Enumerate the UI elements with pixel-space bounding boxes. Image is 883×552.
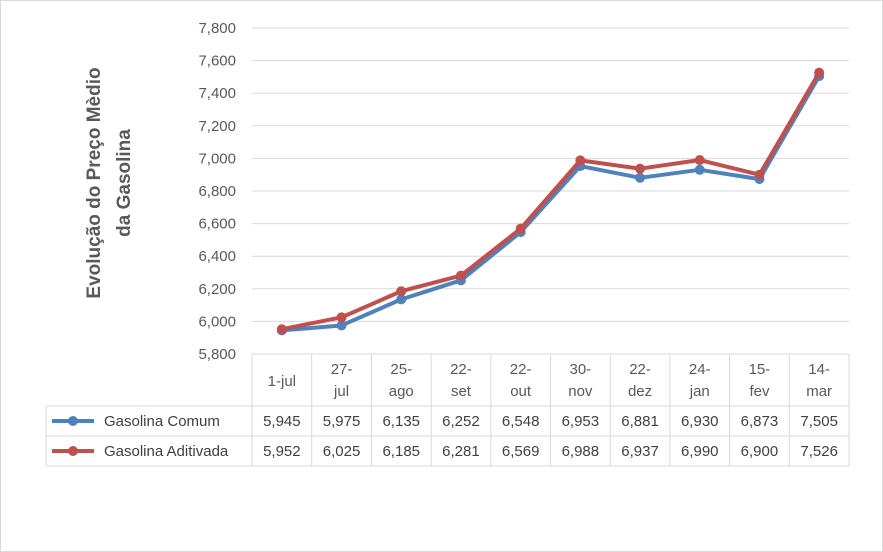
table-cell-value: 6,900 <box>741 443 779 460</box>
data-point <box>396 294 407 305</box>
table-cell-value: 6,930 <box>681 413 719 430</box>
x-tick-label: 30- nov <box>568 361 593 400</box>
series-line <box>281 71 821 332</box>
table-cell-value: 6,252 <box>442 413 480 430</box>
data-point <box>276 324 287 335</box>
y-tick-label: 6,000 <box>198 313 236 330</box>
table-cell-value: 6,988 <box>562 443 600 460</box>
x-tick-label: 22- dez <box>628 361 652 400</box>
data-table: 1-jul 27- jul 25- ago 22- set 22- out 30- nov 22- de… <box>45 353 850 467</box>
y-tick-label: 7,600 <box>198 53 236 70</box>
y-tick-label: 6,200 <box>198 281 236 298</box>
data-point <box>635 172 646 183</box>
x-tick-label: 22- set <box>450 361 472 400</box>
y-tick-label: 7,200 <box>198 118 236 135</box>
table-cell-value: 5,975 <box>323 413 361 430</box>
table-cell-value: 6,881 <box>621 413 659 430</box>
x-tick-label-line: 22- <box>629 361 651 378</box>
x-tick-label-line: jul <box>333 383 349 400</box>
x-tick-label: 22- out <box>510 361 532 400</box>
y-axis-label-line: da Gasolina <box>114 129 135 237</box>
x-tick-label-line: out <box>510 383 532 400</box>
legend-entry: Gasolina Aditivada <box>104 443 229 460</box>
x-tick-label: 15- fev <box>749 361 771 400</box>
x-tick-label-line: fev <box>749 383 770 400</box>
gridlines <box>252 27 849 355</box>
x-tick-label-line: 25- <box>390 361 412 378</box>
x-tick-label-line: mar <box>806 383 832 400</box>
x-tick-label: 25- ago <box>389 361 414 400</box>
table-cell-value: 7,505 <box>800 413 838 430</box>
x-tick-label: 24- jan <box>689 361 711 400</box>
y-tick-label: 7,400 <box>198 85 236 102</box>
y-tick-label: 6,600 <box>198 216 236 233</box>
x-tick-label-line: 27- <box>331 361 353 378</box>
x-tick-label-line: nov <box>568 383 593 400</box>
y-axis-ticks: 5,800 6,000 6,200 6,400 6,600 6,800 7,000 7,200… <box>198 20 236 363</box>
x-tick-label-line: jan <box>689 383 710 400</box>
table-cell-value: 6,185 <box>382 443 420 460</box>
data-point <box>635 163 646 174</box>
legend-key-marker <box>68 416 78 426</box>
x-tick-label-line: 22- <box>510 361 532 378</box>
x-tick-label: 1-jul <box>268 373 296 390</box>
series-lines <box>276 67 825 336</box>
table-cell-value: 6,873 <box>741 413 779 430</box>
data-point <box>336 312 347 323</box>
table-cell-value: 6,135 <box>382 413 420 430</box>
y-tick-label: 6,400 <box>198 248 236 265</box>
data-point <box>396 286 407 297</box>
table-cell-value: 7,526 <box>800 443 838 460</box>
x-tick-label-line: set <box>451 383 472 400</box>
table-cell-value: 6,990 <box>681 443 719 460</box>
table-cell-value: 6,025 <box>323 443 361 460</box>
x-tick-label: 27- jul <box>331 361 353 400</box>
x-tick-label-line: 22- <box>450 361 472 378</box>
y-tick-label: 7,000 <box>198 150 236 167</box>
y-axis-label: Evolução do Preço Mèdio da Gasolina <box>84 67 135 298</box>
x-tick-label: 14- mar <box>806 361 832 400</box>
data-point <box>754 169 765 180</box>
y-tick-label: 7,800 <box>198 20 236 37</box>
data-point <box>694 155 705 166</box>
y-tick-label: 6,800 <box>198 183 236 200</box>
x-tick-label-line: ago <box>389 383 414 400</box>
data-point <box>455 270 466 281</box>
data-point <box>575 155 586 166</box>
y-tick-label: 5,800 <box>198 346 236 363</box>
series-line <box>281 75 821 333</box>
table-cell-value: 6,937 <box>621 443 659 460</box>
table-cell-value: 6,548 <box>502 413 540 430</box>
x-tick-label-line: 24- <box>689 361 711 378</box>
table-cell-value: 5,952 <box>263 443 301 460</box>
data-point <box>814 67 825 78</box>
y-axis-label-line: Evolução do Preço Mèdio <box>84 67 105 298</box>
x-tick-label-line: 30- <box>570 361 592 378</box>
data-point <box>694 164 705 175</box>
data-point <box>515 223 526 234</box>
x-tick-label-line: dez <box>628 383 652 400</box>
table-cell-value: 6,953 <box>562 413 600 430</box>
table-cell-value: 5,945 <box>263 413 301 430</box>
x-tick-label-line: 15- <box>749 361 771 378</box>
legend-entry: Gasolina Comum <box>104 413 220 430</box>
table-cell-value: 6,281 <box>442 443 480 460</box>
x-tick-label-line: 14- <box>808 361 830 378</box>
table-cell-value: 6,569 <box>502 443 540 460</box>
data-point <box>336 320 347 331</box>
legend-key-marker <box>68 446 78 456</box>
